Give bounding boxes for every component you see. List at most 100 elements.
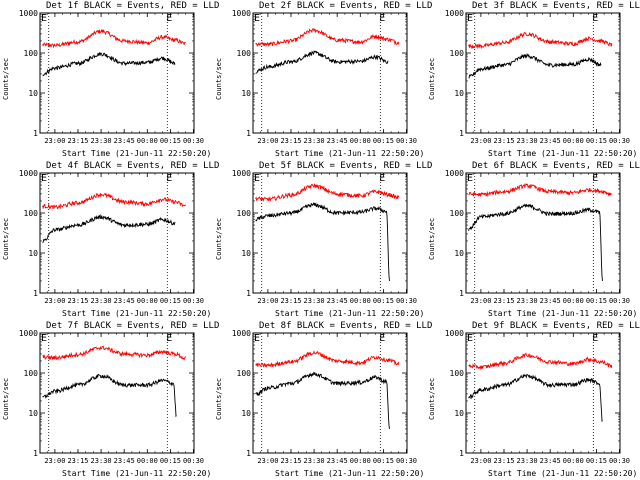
x-tick-label: 23:00: [470, 457, 491, 465]
x-tick-label: 00:15: [373, 457, 394, 465]
y-tick-label: 100: [450, 209, 465, 218]
lld-series-line: [255, 183, 400, 203]
y-tick-label: 1: [246, 449, 251, 458]
x-tick-label: 00:15: [160, 457, 181, 465]
x-tick-label: 23:15: [280, 297, 301, 305]
x-tick-label: 23:00: [257, 297, 278, 305]
detector-panel: 1 10 100 1000 23:00 23:15 23:30 23:45 00:00 00:15…: [0, 0, 219, 160]
y-tick-label: 1000: [19, 169, 38, 178]
x-tick-label: 00:15: [373, 297, 394, 305]
events-series-line: [468, 203, 603, 282]
lld-series-line: [255, 28, 400, 48]
x-tick-label: 23:30: [91, 457, 112, 465]
plot-canvas: 1 10 100 1000 23:00 23:15 23:30 23:45 00:00 00:15…: [445, 329, 630, 465]
x-tick-label: 00:30: [183, 137, 204, 145]
x-tick-label: 00:00: [350, 137, 371, 145]
panel-title: Det 4f BLACK = Events, RED = LLD: [46, 161, 220, 171]
y-tick-label: 1000: [232, 169, 251, 178]
y-axis-label: Counts/sec: [2, 57, 10, 100]
y-tick-label: 1: [459, 449, 464, 458]
detector-panel: 1 10 100 1000 23:00 23:15 23:30 23:45 00:00 00:15…: [213, 320, 432, 480]
axes-frame: [465, 332, 621, 454]
x-axis-label: Start Time (21-Jun-11 22:50:20): [488, 149, 638, 158]
x-axis-label: Start Time (21-Jun-11 22:50:20): [488, 309, 638, 318]
y-tick-label: 1000: [445, 9, 464, 18]
x-tick-label: 00:00: [137, 457, 158, 465]
x-tick-label: 00:15: [586, 297, 607, 305]
edge-marker-label: E: [467, 173, 474, 184]
x-tick-label: 00:30: [183, 297, 204, 305]
detector-panel: 1 10 100 1000 23:00 23:15 23:30 23:45 00:00 00:15…: [0, 320, 219, 480]
x-tick-label: 23:15: [493, 137, 514, 145]
y-axis-label: Counts/sec: [215, 377, 223, 420]
y-axis-label: Counts/sec: [428, 377, 436, 420]
panel-title: Det 9f BLACK = Events, RED = LLD: [472, 321, 640, 331]
y-axis-label: Counts/sec: [428, 217, 436, 260]
axes-frame: [465, 12, 621, 134]
y-tick-label: 100: [237, 209, 252, 218]
x-tick-label: 23:00: [470, 297, 491, 305]
y-tick-label: 10: [454, 89, 464, 98]
y-tick-label: 100: [237, 369, 252, 378]
x-tick-label: 23:15: [280, 457, 301, 465]
x-tick-label: 23:15: [493, 297, 514, 305]
x-tick-label: 23:30: [304, 457, 325, 465]
x-tick-label: 00:00: [563, 457, 584, 465]
x-tick-label: 00:30: [396, 137, 417, 145]
x-tick-label: 23:45: [114, 137, 135, 145]
panel-title: Det 7f BLACK = Events, RED = LLD: [46, 321, 220, 331]
detector-panel: 1 10 100 1000 23:00 23:15 23:30 23:45 00:00 00:15…: [213, 0, 432, 160]
axes-frame: [465, 172, 621, 294]
y-tick-label: 1: [246, 129, 251, 138]
detector-panel: 1 10 100 1000 23:00 23:15 23:30 23:45 00:00 00:15…: [426, 160, 640, 320]
x-tick-label: 23:15: [67, 457, 88, 465]
events-series-line: [42, 52, 176, 77]
axes-frame: [39, 172, 195, 294]
x-axis-label: Start Time (21-Jun-11 22:50:20): [62, 309, 212, 318]
y-tick-label: 1000: [445, 329, 464, 338]
plot-canvas: 1 10 100 1000 23:00 23:15 23:30 23:45 00:00 00:15…: [232, 9, 417, 145]
y-tick-label: 10: [454, 409, 464, 418]
y-tick-label: 10: [28, 409, 38, 418]
lld-series-line: [42, 345, 186, 361]
x-tick-label: 23:30: [91, 297, 112, 305]
axes-frame: [252, 12, 408, 134]
x-tick-label: 00:30: [609, 137, 630, 145]
x-tick-label: 00:00: [563, 137, 584, 145]
y-tick-label: 1000: [232, 9, 251, 18]
edge-marker-label: E: [592, 13, 599, 24]
y-tick-label: 1000: [19, 9, 38, 18]
y-tick-label: 1: [33, 129, 38, 138]
edge-marker-label: E: [166, 13, 173, 24]
x-tick-label: 00:00: [350, 457, 371, 465]
y-tick-label: 1: [459, 289, 464, 298]
x-tick-label: 23:45: [114, 457, 135, 465]
x-tick-label: 23:45: [327, 457, 348, 465]
x-tick-label: 23:45: [327, 137, 348, 145]
events-series-line: [42, 373, 177, 418]
x-tick-label: 23:00: [257, 457, 278, 465]
x-axis-label: Start Time (21-Jun-11 22:50:20): [488, 469, 638, 478]
y-axis-label: Counts/sec: [2, 377, 10, 420]
detector-panel: 1 10 100 1000 23:00 23:15 23:30 23:45 00:00 00:15…: [426, 0, 640, 160]
lld-series-line: [42, 28, 186, 49]
y-tick-label: 1: [246, 289, 251, 298]
x-tick-label: 00:30: [609, 457, 630, 465]
x-tick-label: 23:30: [517, 137, 538, 145]
y-tick-label: 10: [454, 249, 464, 258]
lld-series-line: [42, 192, 187, 210]
y-axis-label: Counts/sec: [215, 57, 223, 100]
x-tick-label: 23:30: [517, 457, 538, 465]
edge-marker-label: E: [41, 333, 48, 344]
plot-canvas: 1 10 100 1000 23:00 23:15 23:30 23:45 00:00 00:15…: [19, 169, 204, 305]
edge-marker-label: E: [254, 13, 261, 24]
plot-canvas: 1 10 100 1000 23:00 23:15 23:30 23:45 00:00 00:15…: [445, 9, 630, 145]
x-tick-label: 23:30: [91, 137, 112, 145]
x-tick-label: 00:15: [586, 457, 607, 465]
lld-series-line: [255, 349, 400, 368]
x-tick-label: 23:45: [540, 137, 561, 145]
x-axis-label: Start Time (21-Jun-11 22:50:20): [275, 469, 425, 478]
y-tick-label: 100: [24, 49, 39, 58]
y-tick-label: 100: [450, 369, 465, 378]
x-tick-label: 23:00: [44, 297, 65, 305]
